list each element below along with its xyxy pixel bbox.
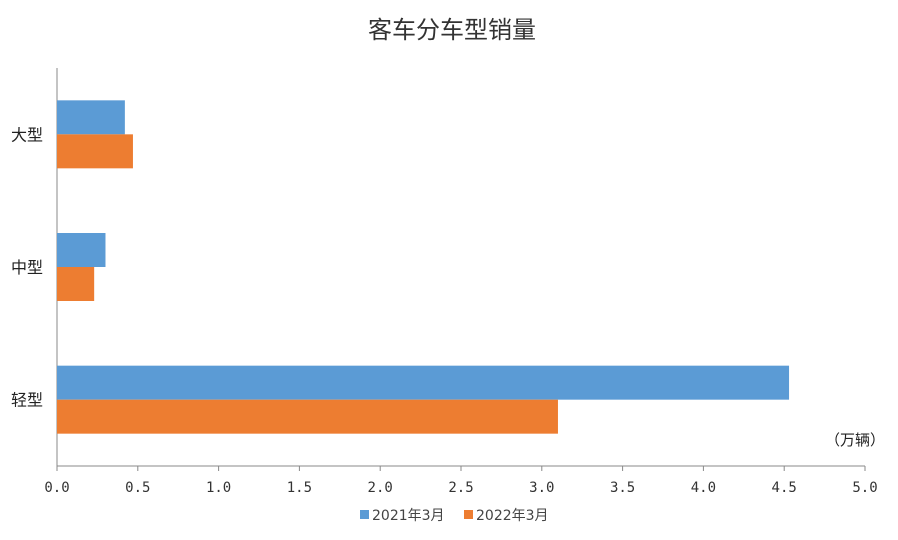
legend-swatch	[464, 510, 473, 519]
bar-2021-1	[57, 233, 106, 267]
x-tick-label: 3.5	[610, 480, 635, 496]
x-tick-label: 3.0	[529, 480, 554, 496]
x-tick-label: 5.0	[852, 480, 877, 496]
x-tick-label: 0.5	[125, 480, 150, 496]
bar-2021-2	[57, 365, 790, 400]
x-axis-ticks: 0.0 0.5 1.0 1.5 2.0 2.5 3.0 3.5 4.0 4.5 5.0	[44, 466, 878, 496]
unit-label: （万辆）	[825, 431, 885, 449]
legend-label: 2022年3月	[476, 508, 549, 524]
x-tick-label: 1.0	[206, 480, 231, 496]
bar-2021-0	[57, 100, 125, 135]
category-label: 轻型	[11, 391, 43, 410]
category-label: 中型	[11, 258, 43, 277]
x-tick-label: 2.0	[368, 480, 393, 496]
bar-2022-1	[57, 267, 95, 301]
bar-2022-0	[57, 134, 133, 169]
x-tick-label: 4.0	[691, 480, 716, 496]
chart-title: 客车分车型销量	[368, 16, 536, 44]
plot-area	[56, 68, 865, 467]
x-tick-label: 4.5	[772, 480, 797, 496]
x-tick-label: 2.5	[448, 480, 473, 496]
bar-2022-2	[57, 399, 558, 434]
legend: 2021年3月 2022年3月	[360, 508, 549, 524]
x-tick-label: 1.5	[287, 480, 312, 496]
category-label: 大型	[11, 125, 43, 144]
x-tick-label: 0.0	[44, 480, 69, 496]
legend-swatch	[360, 510, 369, 519]
legend-label: 2021年3月	[372, 508, 445, 524]
